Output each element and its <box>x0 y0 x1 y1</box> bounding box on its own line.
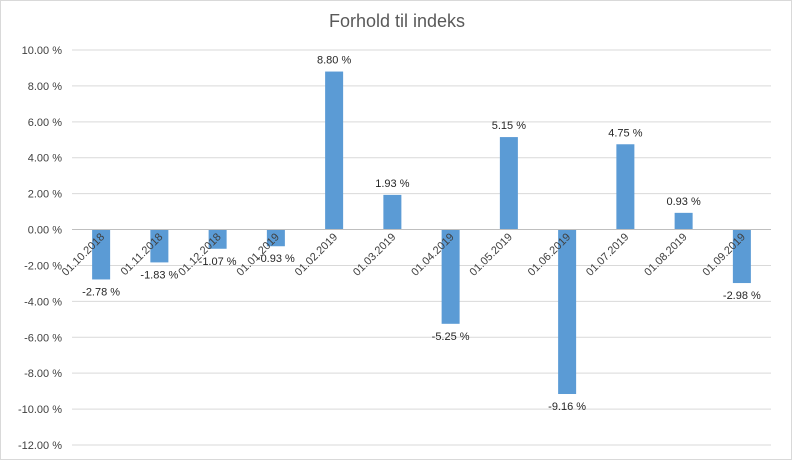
data-label: 8.80 % <box>317 55 351 67</box>
data-label: -2.78 % <box>82 286 120 298</box>
y-tick-label: 4.00 % <box>28 153 62 165</box>
y-tick-label: -6.00 % <box>24 332 62 344</box>
x-tick-label: 01.05.2019 <box>468 231 515 278</box>
y-tick-label: -2.00 % <box>24 260 62 272</box>
data-label: 5.15 % <box>492 120 526 132</box>
bar <box>732 229 751 284</box>
x-tick-label: 01.07.2019 <box>584 231 631 278</box>
y-tick-label: -4.00 % <box>24 296 62 308</box>
bar <box>150 229 169 263</box>
data-label: -1.07 % <box>199 256 237 268</box>
bar <box>325 71 344 230</box>
bar <box>558 229 577 395</box>
gridlines <box>72 49 771 446</box>
bar <box>208 229 227 249</box>
data-label: 0.93 % <box>667 196 701 208</box>
y-tick-label: 2.00 % <box>28 189 62 201</box>
bar <box>674 212 693 230</box>
bars <box>92 71 751 395</box>
x-tick-label: 01.02.2019 <box>293 231 340 278</box>
bar <box>499 137 518 230</box>
data-label: -5.25 % <box>432 331 470 343</box>
x-tick-label: 01.08.2019 <box>642 231 689 278</box>
y-tick-label: 6.00 % <box>28 117 62 129</box>
chart-title: Forhold til indeks <box>328 11 466 31</box>
bar <box>616 144 635 230</box>
bar <box>92 229 111 280</box>
y-tick-label: 0.00 % <box>28 225 62 237</box>
y-tick-label: 8.00 % <box>28 81 62 93</box>
data-label: -0.93 % <box>257 253 295 265</box>
y-tick-label: -10.00 % <box>18 404 62 416</box>
bar <box>266 229 285 247</box>
y-tick-label: -8.00 % <box>24 368 62 380</box>
data-label: -2.98 % <box>723 290 761 302</box>
data-label: 1.93 % <box>375 178 409 190</box>
data-label: 4.75 % <box>608 127 642 139</box>
data-labels: -2.78 % -1.83 % -1.07 % -0.93 % 8.80 % 1.93 %… <box>82 55 761 413</box>
data-label: -1.83 % <box>140 269 178 281</box>
y-axis-ticks: 10.00 % 8.00 % 6.00 % 4.00 % 2.00 % 0.00 % -2.… <box>18 45 62 452</box>
data-label: -9.16 % <box>548 401 586 413</box>
x-tick-label: 01.03.2019 <box>351 231 398 278</box>
bar <box>441 229 460 324</box>
bar <box>383 194 402 230</box>
y-tick-label: 10.00 % <box>22 45 63 57</box>
y-tick-label: -12.00 % <box>18 440 62 452</box>
